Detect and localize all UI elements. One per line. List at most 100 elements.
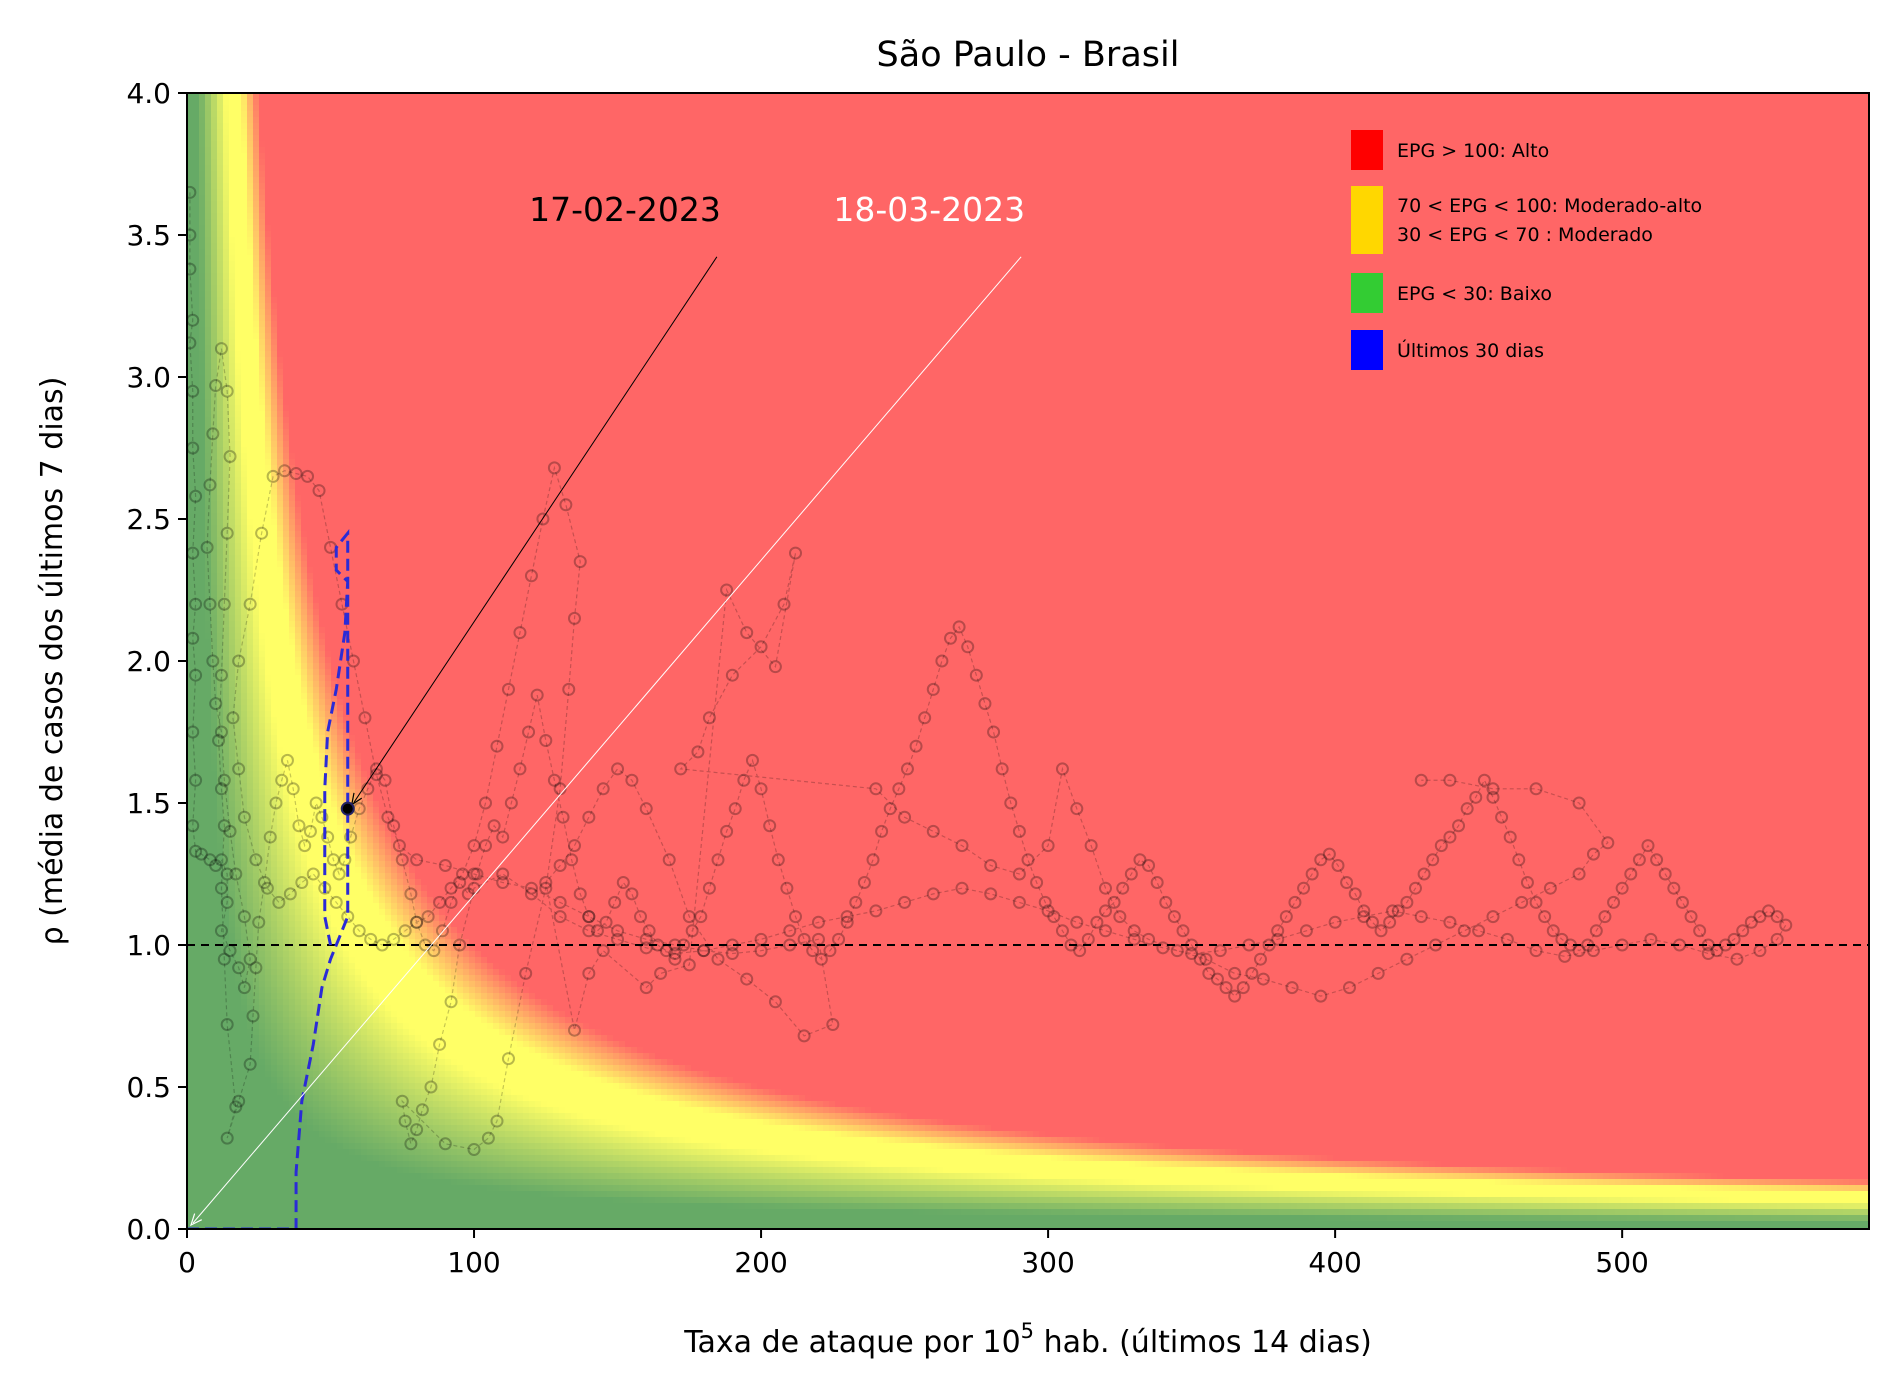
background-cell-2153 xyxy=(1303,135,1310,142)
background-cell-1514 xyxy=(841,123,848,130)
background-cell-347 xyxy=(583,99,590,106)
background-cell-1062 xyxy=(1501,111,1508,118)
background-cell-1754 xyxy=(595,129,602,136)
background-cell-774 xyxy=(1459,105,1466,112)
background-cell-3376 xyxy=(211,165,218,172)
background-cell-316 xyxy=(397,99,404,106)
background-cell-2199 xyxy=(1579,135,1586,142)
background-cell-2265 xyxy=(289,141,296,148)
background-cell-2783 xyxy=(1711,147,1718,154)
background-cell-3695 xyxy=(439,171,446,178)
background-cell-3659 xyxy=(223,171,230,178)
background-cell-2980 xyxy=(1207,153,1214,160)
background-cell-2325 xyxy=(649,141,656,148)
background-cell-642 xyxy=(667,105,674,112)
background-cell-916 xyxy=(625,111,632,118)
background-cell-2715 xyxy=(1303,147,1310,154)
background-cell-498 xyxy=(1489,99,1496,106)
background-cell-429 xyxy=(1075,99,1082,106)
background-cell-2255 xyxy=(229,141,236,148)
background-cell-2815 xyxy=(217,153,224,160)
background-cell-2699 xyxy=(1207,147,1214,154)
background-cell-2656 xyxy=(949,147,956,154)
background-cell-1658 xyxy=(1705,123,1712,130)
background-cell-3400 xyxy=(355,165,362,172)
background-cell-1259 xyxy=(997,117,1004,124)
background-cell-1134 xyxy=(247,117,254,124)
background-cell-2719 xyxy=(1327,147,1334,154)
background-cell-3403 xyxy=(373,165,380,172)
background-cell-2524 xyxy=(1843,141,1850,148)
background-cell-3162 xyxy=(613,159,620,166)
background-cell-3063 xyxy=(1705,153,1712,160)
background-cell-2590 xyxy=(553,147,560,154)
background-cell-1943 xyxy=(1729,129,1736,136)
background-cell-2209 xyxy=(1639,135,1646,142)
background-cell-3404 xyxy=(379,165,386,172)
background-cell-3118 xyxy=(349,159,356,166)
background-cell-2004 xyxy=(409,135,416,142)
background-cell-2080 xyxy=(865,135,872,142)
background-cell-450 xyxy=(1201,99,1208,106)
background-cell-2901 xyxy=(733,153,740,160)
background-cell-1584 xyxy=(1261,123,1268,130)
background-cell-1792 xyxy=(823,129,830,136)
background-cell-1826 xyxy=(1027,129,1034,136)
background-cell-2528 xyxy=(1867,141,1874,148)
background-cell-1377 xyxy=(1705,117,1712,124)
background-cell-2331 xyxy=(685,141,692,148)
background-cell-2799 xyxy=(1807,147,1814,154)
background-cell-1910 xyxy=(1531,129,1538,136)
background-cell-323 xyxy=(439,99,446,106)
background-cell-556 xyxy=(1837,99,1844,106)
background-cell-3276 xyxy=(1297,159,1304,166)
background-cell-3676 xyxy=(325,171,332,178)
background-cell-3509 xyxy=(1009,165,1016,172)
background-cell-3545 xyxy=(1225,165,1232,172)
background-cell-2860 xyxy=(487,153,494,160)
background-cell-2955 xyxy=(1057,153,1064,160)
background-cell-2957 xyxy=(1069,153,1076,160)
background-cell-3691 xyxy=(415,171,422,178)
background-cell-2334 xyxy=(703,141,710,148)
background-cell-2480 xyxy=(1579,141,1586,148)
background-cell-2874 xyxy=(571,153,578,160)
background-cell-1538 xyxy=(985,123,992,130)
background-cell-1930 xyxy=(1651,129,1658,136)
background-cell-1317 xyxy=(1345,117,1352,124)
background-cell-1086 xyxy=(1645,111,1652,118)
background-cell-1641 xyxy=(1603,123,1610,130)
background-cell-2098 xyxy=(973,135,980,142)
background-cell-751 xyxy=(1321,105,1328,112)
background-cell-1895 xyxy=(1441,129,1448,136)
background-cell-1726 xyxy=(427,129,434,136)
background-cell-3684 xyxy=(373,171,380,178)
background-cell-423 xyxy=(1039,99,1046,106)
background-cell-687 xyxy=(937,105,944,112)
background-cell-901 xyxy=(535,111,542,118)
background-cell-326 xyxy=(457,99,464,106)
background-cell-3373 xyxy=(193,165,200,172)
background-cell-1796 xyxy=(847,129,854,136)
background-cell-1234 xyxy=(847,117,854,124)
background-cell-3697 xyxy=(451,171,458,178)
background-cell-289 xyxy=(235,99,242,106)
background-cell-1395 xyxy=(1813,117,1820,124)
background-cell-925 xyxy=(679,111,686,118)
background-cell-3591 xyxy=(1501,165,1508,172)
background-cell-1073 xyxy=(1567,111,1574,118)
background-cell-1169 xyxy=(457,117,464,124)
background-cell-1949 xyxy=(1765,129,1772,136)
background-cell-1403 xyxy=(1861,117,1868,124)
background-cell-579 xyxy=(289,105,296,112)
background-cell-1111 xyxy=(1795,111,1802,118)
background-cell-3059 xyxy=(1681,153,1688,160)
background-cell-431 xyxy=(1087,99,1094,106)
background-cell-3630 xyxy=(1735,165,1742,172)
background-cell-1901 xyxy=(1477,129,1484,136)
background-cell-2423 xyxy=(1237,141,1244,148)
background-cell-1725 xyxy=(421,129,428,136)
background-cell-2946 xyxy=(1003,153,1010,160)
background-cell-1783 xyxy=(769,129,776,136)
background-cell-2241 xyxy=(1831,135,1838,142)
